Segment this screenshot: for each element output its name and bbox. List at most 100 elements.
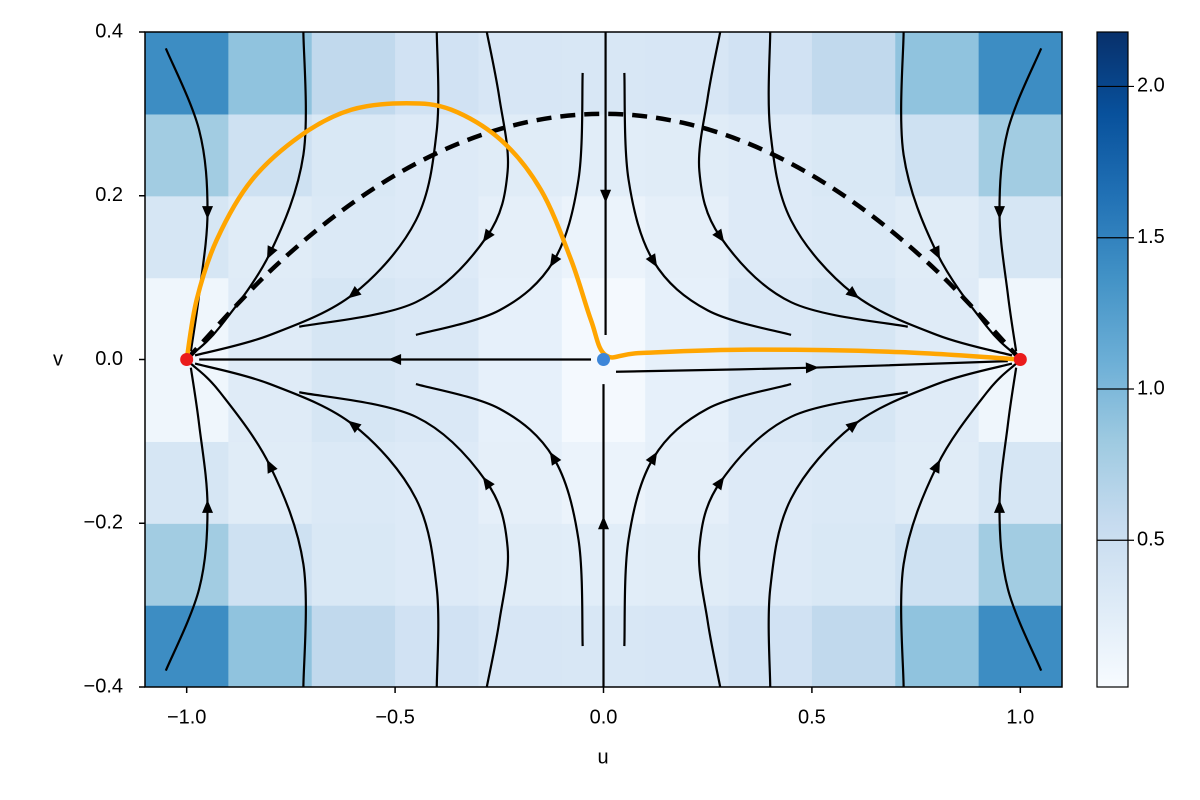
heatmap-cell <box>395 277 480 361</box>
heatmap-cell <box>561 113 646 197</box>
heatmap-cell <box>895 32 980 115</box>
fixed-point <box>180 353 194 366</box>
heatmap-cell <box>228 605 313 687</box>
streamline <box>194 362 440 687</box>
heatmap-cell <box>311 523 396 606</box>
heatmap-cell <box>478 32 563 115</box>
x-tick-label: −0.5 <box>375 706 414 728</box>
streamline-arrow <box>712 228 725 243</box>
streamline <box>194 32 440 357</box>
heatmap-cell <box>228 359 313 442</box>
streamline-arrow <box>388 354 402 365</box>
streamline-arrow <box>712 476 725 491</box>
heatmap-cell <box>228 32 313 115</box>
streamline-arrow <box>645 451 658 466</box>
streamline-arrow <box>600 189 612 203</box>
heatmap-cell <box>895 277 980 361</box>
streamline-arrow <box>347 420 362 434</box>
heatmap-cell <box>145 359 229 442</box>
streamline-arrow <box>993 206 1005 220</box>
heatmap-cell <box>645 113 730 197</box>
streamline-arrow <box>549 253 562 268</box>
heatmap-cell <box>645 195 730 279</box>
heatmap-cell <box>645 32 730 115</box>
streamline-arrow <box>929 459 941 474</box>
heatmap-cell <box>228 441 313 524</box>
x-tick-label: 0.0 <box>590 706 618 728</box>
heatmap-cell <box>478 523 563 606</box>
heatmap-cell <box>978 523 1062 606</box>
streamline-arrow <box>202 499 214 513</box>
path-line <box>184 100 1023 362</box>
x-tick-label: 0.5 <box>798 706 826 728</box>
heatmap-cell <box>478 113 563 197</box>
streamline <box>900 32 1017 357</box>
streamline <box>190 362 307 687</box>
heatmap-cell <box>478 605 563 687</box>
heatmap-cell <box>145 523 229 606</box>
y-tick-label: 0.0 <box>95 348 123 370</box>
heatmap-cell <box>145 605 229 687</box>
streamline-arrow <box>993 499 1005 513</box>
heatmap-cell <box>311 32 396 115</box>
streamline-arrow <box>266 459 278 474</box>
fixed-point <box>1013 353 1027 366</box>
streamline-arrow <box>598 516 609 530</box>
colorbar <box>1096 31 1129 688</box>
heatmap-cell <box>561 32 646 115</box>
heatmap-cell <box>228 523 313 606</box>
heatmap-cell <box>228 195 313 279</box>
streamline-arrow <box>482 228 495 243</box>
heatmap-cell <box>311 605 396 687</box>
fixed-point <box>597 353 610 366</box>
x-tick-label: −1.0 <box>167 706 206 728</box>
colorbar-tick-label: 0.5 <box>1137 529 1165 551</box>
streamline <box>767 362 1013 687</box>
colorbar-tick-label: 1.5 <box>1137 226 1165 248</box>
y-tick-label: −0.4 <box>84 675 123 697</box>
heatmap-cell <box>228 113 313 197</box>
heatmap-cell <box>645 277 730 361</box>
heatmap-cell <box>728 277 813 361</box>
heatmap-cell <box>895 359 980 442</box>
dashed-path <box>185 111 1022 362</box>
heatmap-cell <box>811 523 896 606</box>
heatmap-cell <box>228 277 313 361</box>
heatmap-cell <box>895 441 980 524</box>
y-tick-label: −0.2 <box>84 512 123 534</box>
streamline-arrow <box>929 245 941 260</box>
heatmap-cell <box>145 113 229 197</box>
heatmap-cell <box>145 32 229 115</box>
streamline <box>697 32 909 328</box>
heatmap-cell <box>811 32 896 115</box>
heatmap-cell <box>978 359 1062 442</box>
streamline <box>900 362 1017 687</box>
heatmap-cell <box>978 195 1062 279</box>
heatmap-cell <box>895 605 980 687</box>
heatmap-cell <box>645 523 730 606</box>
heatmap-cell <box>895 113 980 197</box>
heatmap-cell <box>395 195 480 279</box>
streamline <box>298 32 510 328</box>
heatmap-cell <box>561 195 646 279</box>
x-tick-label: 1.0 <box>1006 706 1034 728</box>
streamline-arrow <box>266 245 278 260</box>
heatmap-cell <box>811 605 896 687</box>
colorbar-tick-label: 2.0 <box>1137 75 1165 97</box>
heatmap-cell <box>645 359 730 442</box>
y-tick-label: 0.2 <box>95 184 123 206</box>
heatmap-cell <box>645 605 730 687</box>
y-axis-label: v <box>53 348 63 370</box>
heatmap-cell <box>978 605 1062 687</box>
heatmap-cell <box>311 441 396 524</box>
x-axis-label: u <box>597 746 608 768</box>
streamline <box>298 391 510 687</box>
streamline-arrow <box>482 476 495 491</box>
heatmap-cell <box>561 277 646 361</box>
y-tick-label: 0.4 <box>95 20 123 42</box>
heatmap-cell <box>478 359 563 442</box>
heatmap-cell <box>478 277 563 361</box>
heatmap-cell <box>145 441 229 524</box>
heatmap-cell <box>895 523 980 606</box>
